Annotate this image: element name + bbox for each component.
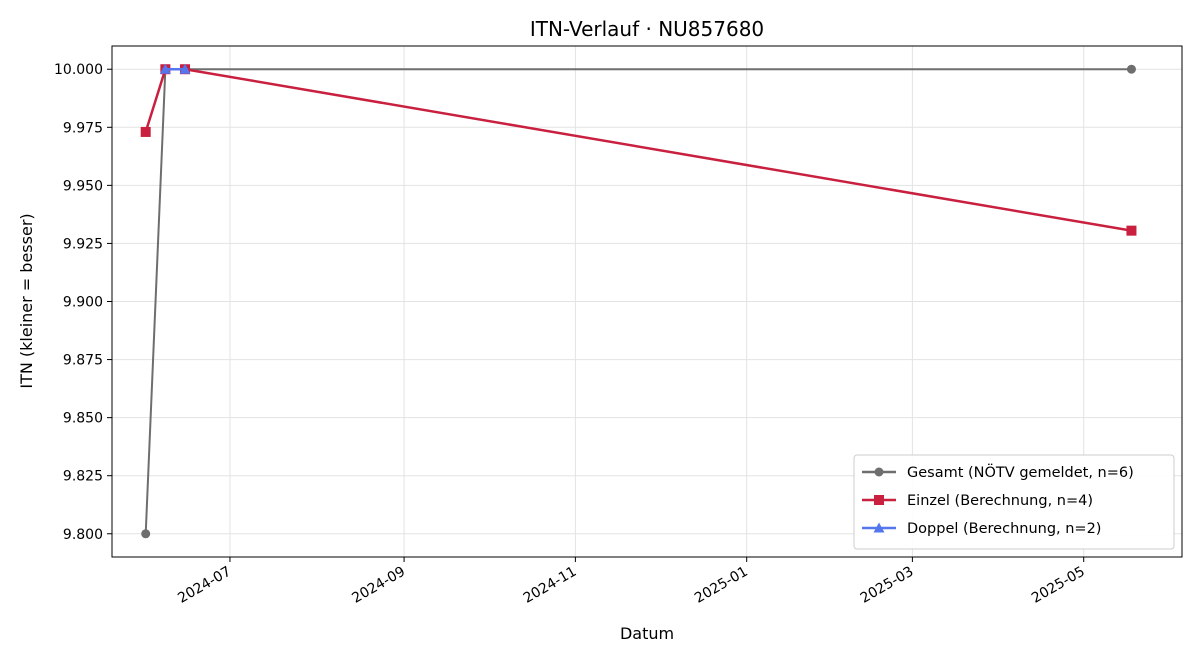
legend-label: Gesamt (NÖTV gemeldet, n=6) — [907, 463, 1134, 481]
y-tick-label: 9.975 — [63, 120, 103, 136]
data-point-marker — [179, 63, 191, 74]
legend-box — [853, 454, 1175, 550]
y-tick-label: 9.850 — [63, 411, 103, 427]
series-3 — [159, 63, 191, 74]
series-layer — [140, 63, 1137, 539]
y-tick-label: 9.925 — [63, 236, 103, 252]
legend-label: Einzel (Berechnung, n=4) — [907, 493, 1093, 509]
legend-swatch-marker — [873, 522, 885, 533]
legend-item: Gesamt (NÖTV gemeldet, n=6) — [862, 463, 1134, 481]
data-point-marker — [159, 63, 171, 74]
y-tick-label: 9.800 — [63, 527, 103, 543]
y-tick-label: 10.000 — [54, 62, 103, 78]
data-point-marker — [141, 529, 151, 539]
legend-swatch-marker — [874, 467, 884, 477]
chart-title: ITN-Verlauf · NU857680 — [530, 17, 764, 41]
y-axis-label: ITN (kleiner = besser) — [17, 213, 36, 388]
data-point-marker — [1126, 225, 1137, 236]
y-tick-label: 9.825 — [63, 469, 103, 485]
legend-item: Einzel (Berechnung, n=4) — [862, 493, 1093, 509]
data-point-marker — [140, 126, 151, 137]
y-tick-label: 9.950 — [63, 178, 103, 194]
legend: Gesamt (NÖTV gemeldet, n=6) Einzel (Berec… — [853, 454, 1175, 550]
data-point-marker — [1126, 64, 1136, 74]
x-axis-label: Datum — [620, 624, 674, 643]
legend-swatch-marker — [874, 495, 884, 505]
y-tick-label: 9.875 — [63, 353, 103, 369]
legend-label: Doppel (Berechnung, n=2) — [907, 521, 1101, 537]
y-tick-label: 9.900 — [63, 295, 103, 311]
legend-item: Doppel (Berechnung, n=2) — [862, 521, 1101, 537]
